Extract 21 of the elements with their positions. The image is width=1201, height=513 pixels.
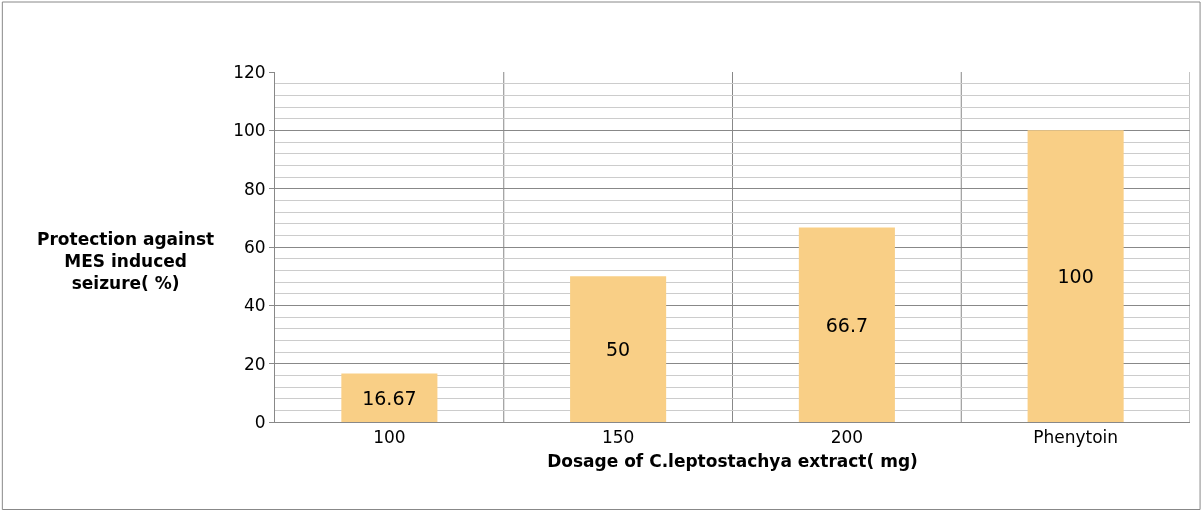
bar <box>798 227 895 422</box>
y-tick-label: 40 <box>243 295 266 316</box>
y-tick-label: 120 <box>233 61 266 82</box>
data-label: 66.7 <box>825 313 869 336</box>
x-tick-label: 100 <box>373 427 406 448</box>
x-tick-label: 200 <box>830 427 864 448</box>
bar <box>341 373 438 422</box>
x-tick-label: 150 <box>601 427 635 448</box>
data-label: 100 <box>1057 265 1094 288</box>
y-axis-title: Protection against MES induced seizure( %) <box>37 229 215 294</box>
data-label: 16.67 <box>362 386 417 409</box>
data-label: 50 <box>606 338 631 361</box>
y-tick-label: 0 <box>254 411 266 432</box>
x-tick-label: Phenytoin <box>1033 427 1119 448</box>
y-tick-label: 80 <box>243 178 266 199</box>
y-tick-label: 20 <box>243 353 266 374</box>
bar <box>570 276 667 422</box>
y-tick-label: 100 <box>233 120 266 141</box>
y-tick-label: 60 <box>243 236 266 257</box>
bar <box>1027 130 1124 422</box>
x-axis-title: Dosage of C.leptostachya extract( mg) <box>547 450 918 471</box>
